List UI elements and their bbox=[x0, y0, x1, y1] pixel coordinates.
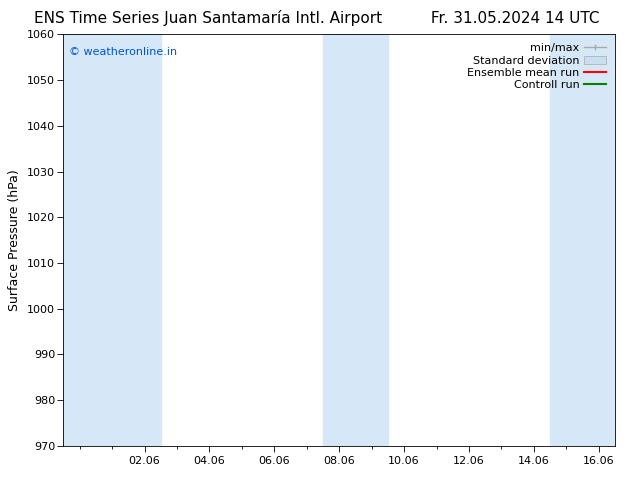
Y-axis label: Surface Pressure (hPa): Surface Pressure (hPa) bbox=[8, 169, 22, 311]
Bar bbox=[323, 34, 388, 446]
Text: © weatheronline.in: © weatheronline.in bbox=[69, 47, 177, 57]
Legend: min/max, Standard deviation, Ensemble mean run, Controll run: min/max, Standard deviation, Ensemble me… bbox=[464, 40, 609, 94]
Bar bbox=[63, 34, 161, 446]
Text: ENS Time Series Juan Santamaría Intl. Airport          Fr. 31.05.2024 14 UTC: ENS Time Series Juan Santamaría Intl. Ai… bbox=[34, 10, 600, 26]
Bar bbox=[550, 34, 615, 446]
